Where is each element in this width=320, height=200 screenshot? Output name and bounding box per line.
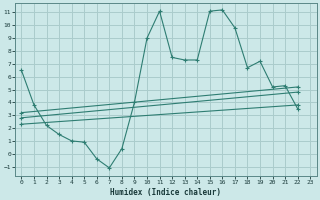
X-axis label: Humidex (Indice chaleur): Humidex (Indice chaleur) — [110, 188, 221, 197]
